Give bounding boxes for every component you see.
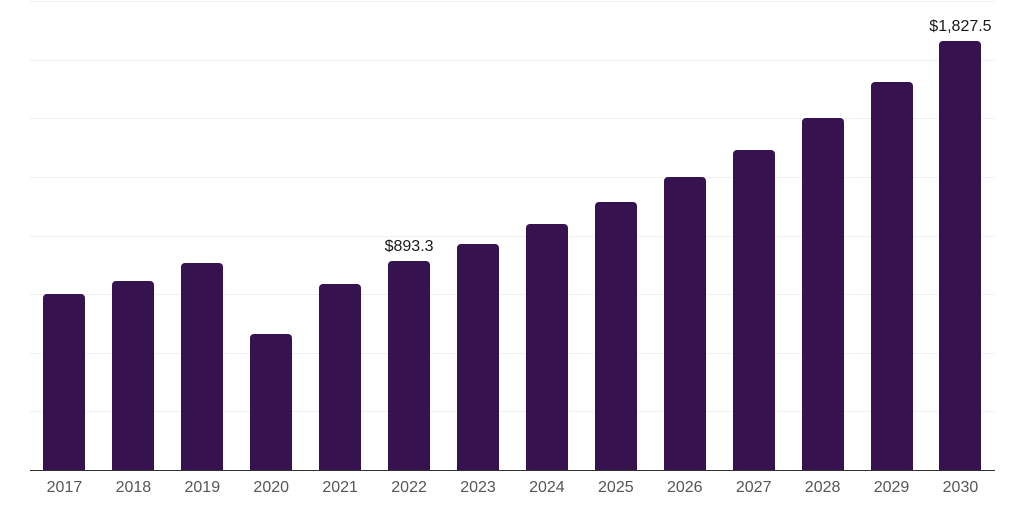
x-axis-label: 2030 xyxy=(942,479,979,496)
bar xyxy=(870,81,913,470)
gridline xyxy=(30,1,995,2)
bar-column: $1,827.5 xyxy=(926,1,995,470)
bar-column xyxy=(719,1,788,470)
bar xyxy=(456,244,499,470)
gridline xyxy=(30,59,995,61)
bar-column xyxy=(306,1,375,470)
bar-column xyxy=(168,1,237,470)
bar xyxy=(801,117,844,470)
bar-value-label: $1,827.5 xyxy=(929,18,992,36)
bar xyxy=(594,201,637,470)
x-axis-label: 2029 xyxy=(873,479,910,496)
x-axis-label: 2018 xyxy=(115,479,152,496)
x-axis-label: 2025 xyxy=(598,479,634,496)
gridline xyxy=(30,235,995,237)
bar-column xyxy=(581,1,650,470)
bar xyxy=(181,262,224,470)
x-axis-label: 2024 xyxy=(529,479,565,496)
gridline xyxy=(30,352,995,354)
bar-column xyxy=(444,1,513,470)
bar: $1,827.5 xyxy=(929,18,992,470)
bars-row: $893.3 $1,827.5 xyxy=(30,1,995,470)
bar-value-label: $893.3 xyxy=(384,237,434,255)
x-axis-label: 2027 xyxy=(735,479,772,496)
bar-column xyxy=(788,1,857,470)
bar xyxy=(43,294,86,470)
x-axis-label: 2017 xyxy=(46,479,83,496)
gridline xyxy=(30,411,995,413)
bar xyxy=(250,334,293,470)
bar xyxy=(112,280,155,470)
gridline xyxy=(30,294,995,296)
x-axis-label: 2022 xyxy=(391,479,427,496)
bar xyxy=(525,224,568,470)
x-axis: 2017 2018 2019 2020 2021 2022 2023 2024 2025 2026… xyxy=(30,479,995,497)
bar-column xyxy=(99,1,168,470)
x-axis-label: 2028 xyxy=(804,479,841,496)
bar xyxy=(319,283,362,470)
x-axis-label: 2021 xyxy=(322,479,358,496)
bar xyxy=(663,177,706,470)
plot-area: $893.3 $1,827.5 xyxy=(30,1,995,471)
bar-column: $893.3 xyxy=(375,1,444,470)
bar: $893.3 xyxy=(385,238,434,470)
gridline xyxy=(30,176,995,178)
x-axis-label: 2026 xyxy=(666,479,703,496)
bar-column xyxy=(237,1,306,470)
bar-column xyxy=(650,1,719,470)
x-axis-label: 2019 xyxy=(184,479,221,496)
bar-column xyxy=(512,1,581,470)
x-axis-label: 2023 xyxy=(460,479,496,496)
bar-column xyxy=(857,1,926,470)
bar-column xyxy=(30,1,99,470)
gridline xyxy=(30,118,995,120)
x-axis-label: 2020 xyxy=(253,479,290,496)
bar xyxy=(732,150,775,470)
